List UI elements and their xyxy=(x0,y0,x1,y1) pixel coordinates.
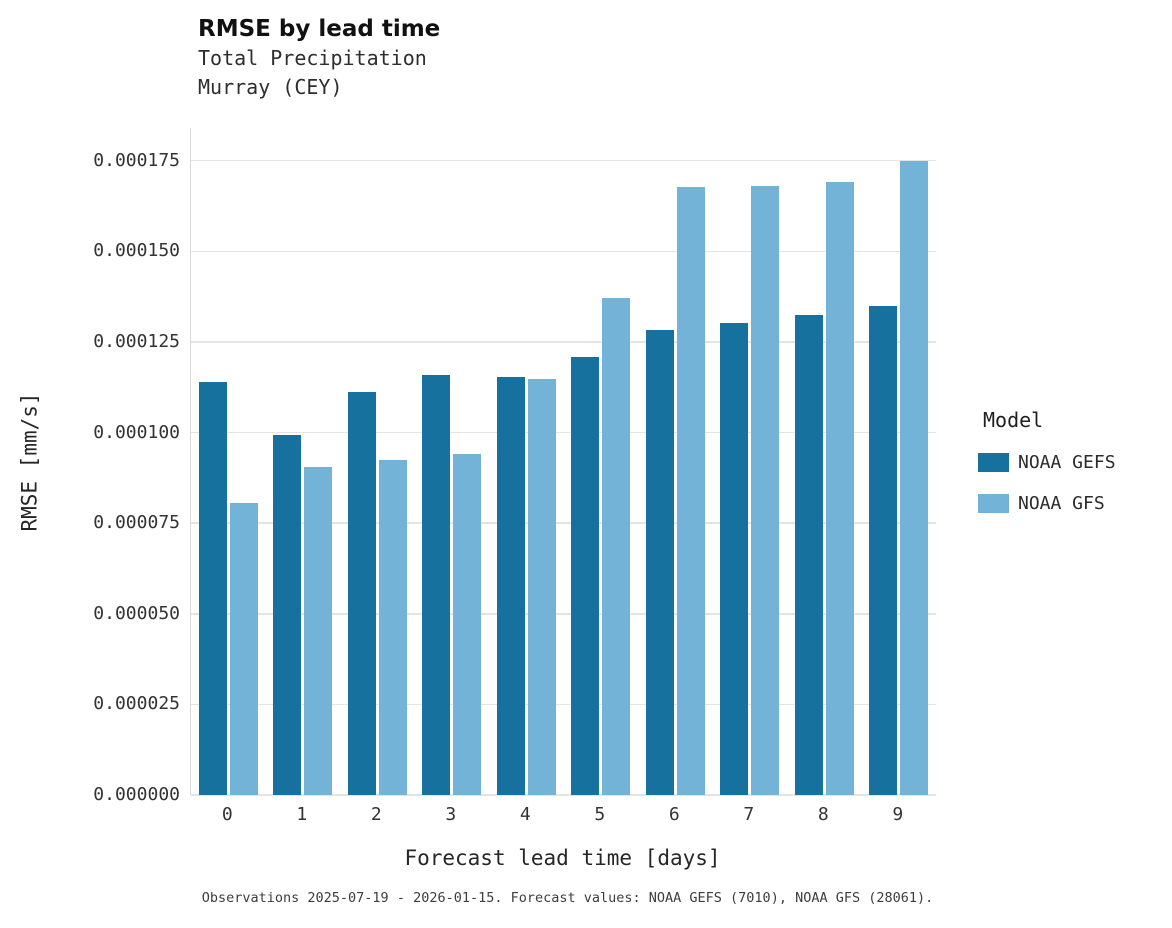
bar-noaa-gefs-lead-3 xyxy=(422,374,451,795)
plot-area xyxy=(190,128,936,796)
legend-swatch xyxy=(978,494,1009,513)
y-gridline xyxy=(191,613,936,615)
legend-item-noaa-gefs: NOAA GEFS xyxy=(978,452,1168,473)
y-gridline xyxy=(191,522,936,524)
legend-title: Model xyxy=(983,408,1044,432)
bar-noaa-gefs-lead-7 xyxy=(720,322,749,795)
x-tick-label: 8 xyxy=(817,804,829,825)
bar-noaa-gefs-lead-5 xyxy=(571,357,600,795)
bar-noaa-gefs-lead-2 xyxy=(347,391,376,795)
x-tick-label: 3 xyxy=(445,804,457,825)
x-tick-label: 9 xyxy=(892,804,904,825)
bar-noaa-gefs-lead-6 xyxy=(645,330,674,795)
legend: Model NOAA GEFS NOAA GFS xyxy=(978,408,1168,534)
legend-item-noaa-gfs: NOAA GFS xyxy=(978,493,1168,514)
y-gridline xyxy=(191,250,936,252)
y-gridline xyxy=(191,431,936,434)
y-gridline xyxy=(191,794,936,796)
x-tick-label: 2 xyxy=(370,804,382,825)
y-tick-label: 0.000000 xyxy=(93,784,180,805)
y-tick-label: 0.000050 xyxy=(93,602,180,624)
bar-noaa-gefs-lead-0 xyxy=(198,381,227,795)
bar-noaa-gfs-lead-6 xyxy=(676,186,705,795)
x-axis-title: Forecast lead time [days] xyxy=(404,846,721,870)
bar-noaa-gfs-lead-3 xyxy=(453,454,482,795)
bar-noaa-gfs-lead-2 xyxy=(378,460,407,795)
bar-noaa-gfs-lead-9 xyxy=(900,161,929,795)
bar-noaa-gfs-lead-5 xyxy=(602,297,631,795)
bar-noaa-gfs-lead-1 xyxy=(304,466,333,795)
caption: Observations 2025-07-19 - 2026-01-15. Fo… xyxy=(201,890,934,906)
bar-noaa-gefs-lead-9 xyxy=(869,305,898,795)
legend-swatch xyxy=(978,453,1009,472)
y-axis-title: RMSE [mm/s] xyxy=(18,391,43,532)
y-tick-label: 0.000125 xyxy=(93,330,180,352)
legend-items: NOAA GEFS NOAA GFS xyxy=(978,452,1168,514)
bar-noaa-gfs-lead-7 xyxy=(751,186,780,795)
chart-subtitle-location: Murray (CEY) xyxy=(198,75,343,99)
y-gridline xyxy=(191,703,936,706)
y-axis-title-wrap: RMSE [mm/s] xyxy=(10,128,50,795)
y-tick-label: 0.000150 xyxy=(93,240,180,262)
legend-label: NOAA GFS xyxy=(1018,493,1105,514)
y-gridline xyxy=(191,341,936,343)
chart-subtitle-variable: Total Precipitation xyxy=(198,46,427,70)
bar-noaa-gefs-lead-8 xyxy=(794,314,823,795)
bar-noaa-gfs-lead-0 xyxy=(229,503,258,795)
y-gridline xyxy=(191,159,936,162)
y-tick-label: 0.000025 xyxy=(93,693,180,715)
x-tick-label: 4 xyxy=(519,804,531,825)
chart-title: RMSE by lead time xyxy=(198,16,441,42)
x-tick-label: 7 xyxy=(743,804,755,825)
title-block: RMSE by lead time Total Precipitation Mu… xyxy=(198,14,440,102)
x-tick-label: 1 xyxy=(296,804,308,825)
bar-noaa-gfs-lead-4 xyxy=(527,378,556,795)
y-tick-label: 0.000175 xyxy=(93,149,180,171)
bar-noaa-gefs-lead-4 xyxy=(496,377,525,795)
legend-label: NOAA GEFS xyxy=(1018,452,1116,473)
x-tick-label: 5 xyxy=(594,804,606,825)
y-tick-label: 0.000075 xyxy=(93,512,180,534)
y-tick-label: 0.000100 xyxy=(93,421,180,443)
x-tick-label: 6 xyxy=(668,804,680,825)
bar-noaa-gefs-lead-1 xyxy=(273,435,302,795)
bar-noaa-gfs-lead-8 xyxy=(825,182,854,795)
x-tick-label: 0 xyxy=(221,804,233,825)
